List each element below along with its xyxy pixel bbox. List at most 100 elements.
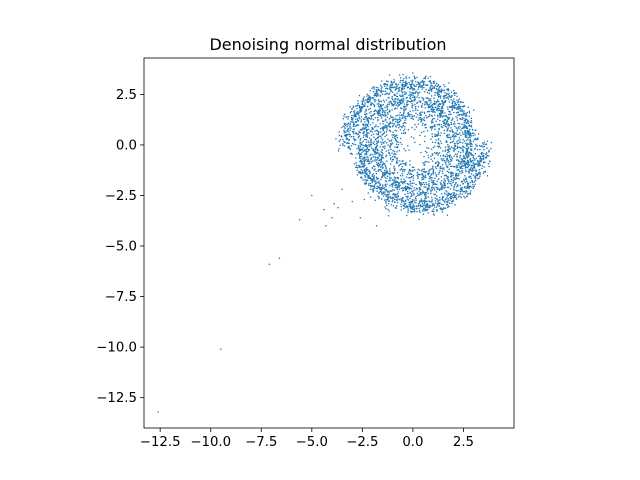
spiral-point (350, 127, 352, 129)
spiral-point (454, 145, 457, 147)
spiral-point (442, 107, 444, 110)
spiral-point (454, 165, 456, 168)
spiral-point (440, 126, 443, 128)
spiral-point (403, 170, 406, 172)
spiral-point (467, 106, 469, 109)
spiral-point (348, 138, 350, 141)
spiral-point (457, 139, 459, 142)
spiral-point (449, 96, 452, 99)
spiral-point (390, 140, 393, 142)
spiral-point (471, 132, 474, 134)
spiral-point (455, 198, 458, 200)
spiral-point (344, 131, 347, 134)
spiral-point (485, 156, 487, 158)
spiral-point (467, 147, 469, 150)
spiral-point (431, 106, 434, 108)
spiral-point (415, 207, 418, 210)
spiral-point (407, 129, 410, 131)
spiral-point (411, 81, 414, 84)
spiral-point (377, 195, 379, 197)
spiral-point (474, 177, 476, 179)
spiral-point (458, 123, 461, 125)
spiral-point (419, 211, 421, 213)
spiral-point (397, 123, 399, 125)
spiral-point (375, 159, 378, 161)
spiral-point (386, 116, 389, 118)
spiral-point (374, 159, 376, 161)
spiral-point (386, 160, 388, 162)
spiral-point (413, 99, 416, 102)
spiral-point (453, 104, 455, 107)
spiral-point (386, 141, 388, 144)
spiral-point (427, 97, 429, 99)
spiral-point (351, 117, 353, 120)
spiral-point (447, 161, 450, 163)
spiral-point (422, 97, 424, 100)
spiral-point (384, 90, 387, 93)
spiral-point (471, 145, 473, 148)
spiral-point (417, 168, 419, 170)
spiral-point (363, 134, 365, 136)
spiral-point (376, 111, 378, 113)
spiral-point (443, 89, 445, 92)
spiral-point (468, 161, 470, 164)
spiral-point (453, 149, 455, 152)
spiral-point (397, 143, 400, 146)
spiral-point (478, 155, 481, 157)
spiral-point (361, 141, 363, 144)
spiral-point (439, 169, 441, 172)
spiral-point (394, 102, 396, 104)
spiral-point (385, 99, 388, 101)
spiral-point (373, 126, 376, 128)
spiral-point (394, 156, 396, 158)
spiral-point (377, 86, 379, 89)
spiral-point (446, 92, 448, 95)
spiral-point (483, 171, 485, 173)
spiral-point (367, 108, 370, 111)
spiral-point (451, 94, 453, 97)
spiral-point (398, 74, 401, 76)
spiral-point (468, 186, 471, 188)
spiral-point (388, 152, 390, 155)
outlier-point (325, 225, 327, 227)
spiral-point (401, 92, 404, 94)
spiral-point (479, 148, 481, 151)
spiral-point (472, 109, 475, 111)
spiral-point (416, 188, 419, 190)
spiral-point (365, 138, 368, 141)
spiral-point (408, 94, 410, 97)
spiral-point (365, 126, 367, 129)
spiral-point (404, 193, 406, 196)
spiral-point (428, 180, 430, 183)
spiral-point (413, 194, 415, 196)
spiral-point (397, 184, 399, 186)
spiral-point (370, 134, 373, 136)
spiral-point (338, 140, 341, 142)
spiral-point (366, 133, 368, 136)
spiral-point (387, 172, 390, 175)
spiral-point (352, 110, 355, 113)
spiral-point (367, 145, 369, 147)
spiral-point (374, 168, 376, 170)
spiral-point (384, 174, 387, 176)
spiral-point (385, 125, 388, 128)
spiral-point (426, 187, 428, 190)
spiral-point (354, 139, 356, 142)
spiral-point (414, 107, 417, 110)
spiral-point (384, 140, 386, 143)
spiral-point (468, 176, 470, 179)
spiral-point (446, 182, 449, 185)
spiral-point (479, 175, 481, 178)
outlier-point (341, 188, 343, 191)
spiral-point (457, 196, 460, 198)
y-tick-label: 2.5 (116, 88, 137, 103)
spiral-point (378, 132, 380, 134)
spiral-point (461, 158, 464, 161)
spiral-point (403, 182, 406, 184)
spiral-point (433, 214, 435, 216)
spiral-point (400, 203, 402, 205)
spiral-point (423, 155, 425, 158)
spiral-point (358, 94, 361, 97)
